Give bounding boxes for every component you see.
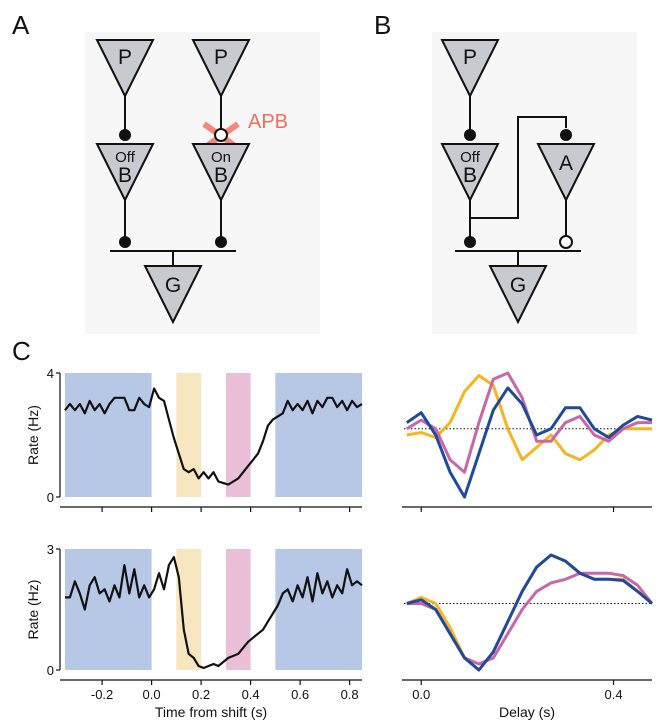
shaded-band-blue — [64, 373, 152, 497]
panel-label-b: B — [374, 10, 391, 40]
synapse-a-g-inhibitory — [559, 235, 573, 249]
apb-label: APB — [248, 111, 288, 133]
cell-label-g: G — [165, 274, 181, 297]
cell-label-on: On — [211, 149, 231, 166]
cell-amacrine — [536, 143, 596, 203]
x-tick-label: 0.8 — [341, 687, 359, 702]
panel-label-c: C — [12, 336, 31, 366]
cell-label-off-b: Off — [460, 149, 481, 166]
x-tick-label: 0.2 — [192, 687, 210, 702]
series-line-yellow — [406, 553, 653, 672]
x-tick-label: 0.0 — [412, 687, 430, 702]
circuit-diagram-b: P Off B A G — [440, 39, 596, 325]
cell-label-off: Off — [115, 149, 136, 166]
x-axis-title: Time from shift (s) — [155, 704, 267, 720]
y-tick-label: 4 — [47, 366, 54, 381]
x-tick-label: 0.4 — [242, 687, 260, 702]
series-line-blue — [406, 553, 653, 672]
off-to-amacrine-wire — [470, 116, 567, 219]
x-axis-title: Delay (s) — [499, 704, 555, 720]
y-tick-label: 0 — [47, 490, 54, 505]
shaded-band-blue — [275, 549, 362, 670]
series-line-blue — [405, 386, 653, 499]
y-tick-label: 0 — [47, 663, 54, 678]
filter-chart-top — [402, 371, 653, 512]
cell-label-a: A — [559, 152, 573, 175]
x-tick-label: 0.0 — [143, 687, 161, 702]
cell-ganglion — [143, 265, 203, 325]
cell-label-p-left: P — [118, 46, 132, 69]
series-line-rate — [64, 387, 363, 486]
series-line-rate — [65, 555, 363, 670]
shaded-band-pink — [225, 549, 251, 670]
synapse-off-a — [560, 129, 572, 141]
cell-label-b-left: B — [118, 164, 132, 187]
cell-p — [440, 39, 500, 99]
x-tick-label: -0.2 — [91, 687, 113, 702]
cell-off-bipolar — [95, 143, 155, 203]
cell-p-left — [95, 39, 155, 99]
shaded-band-pink — [225, 373, 251, 497]
synapse-excitatory — [119, 129, 131, 141]
shaded-band-blue — [64, 549, 152, 670]
synapse-p-off — [464, 129, 476, 141]
cell-p-right — [191, 39, 251, 99]
y-axis-title: Rate (Hz) — [25, 580, 41, 640]
x-tick-label: 0.6 — [291, 687, 309, 702]
filter-chart-bottom: 0.0 0.4 Delay (s) — [402, 553, 654, 720]
y-tick-label: 3 — [47, 542, 54, 557]
rate-chart-top: 0 4 Rate (Hz) — [25, 366, 363, 512]
synapse-blocked — [214, 128, 228, 142]
synapse-on-g — [215, 236, 227, 248]
cell-off-bipolar-b — [440, 143, 500, 203]
cell-on-bipolar — [191, 143, 251, 203]
y-axis-title: Rate (Hz) — [25, 405, 41, 465]
cell-label-g-b: G — [510, 274, 526, 297]
synapse-off-g — [119, 236, 131, 248]
shaded-band-blue — [275, 373, 362, 497]
rate-chart-bottom: 0 3 Rate (Hz) -0.2 0.0 0.2 0.4 0.6 0.8 Time from … — [25, 542, 363, 720]
cell-label-p-right: P — [214, 46, 228, 69]
panel-label-a: A — [12, 10, 30, 40]
synapse-off-g-b — [464, 236, 476, 248]
cell-label-b-right: B — [214, 164, 228, 187]
cell-ganglion-b — [488, 265, 548, 325]
cell-label-p: P — [463, 46, 477, 69]
circuit-diagram-a: P P APB Off B On B G — [95, 39, 288, 325]
cell-label-b: B — [463, 164, 477, 187]
x-tick-label: 0.4 — [604, 687, 622, 702]
